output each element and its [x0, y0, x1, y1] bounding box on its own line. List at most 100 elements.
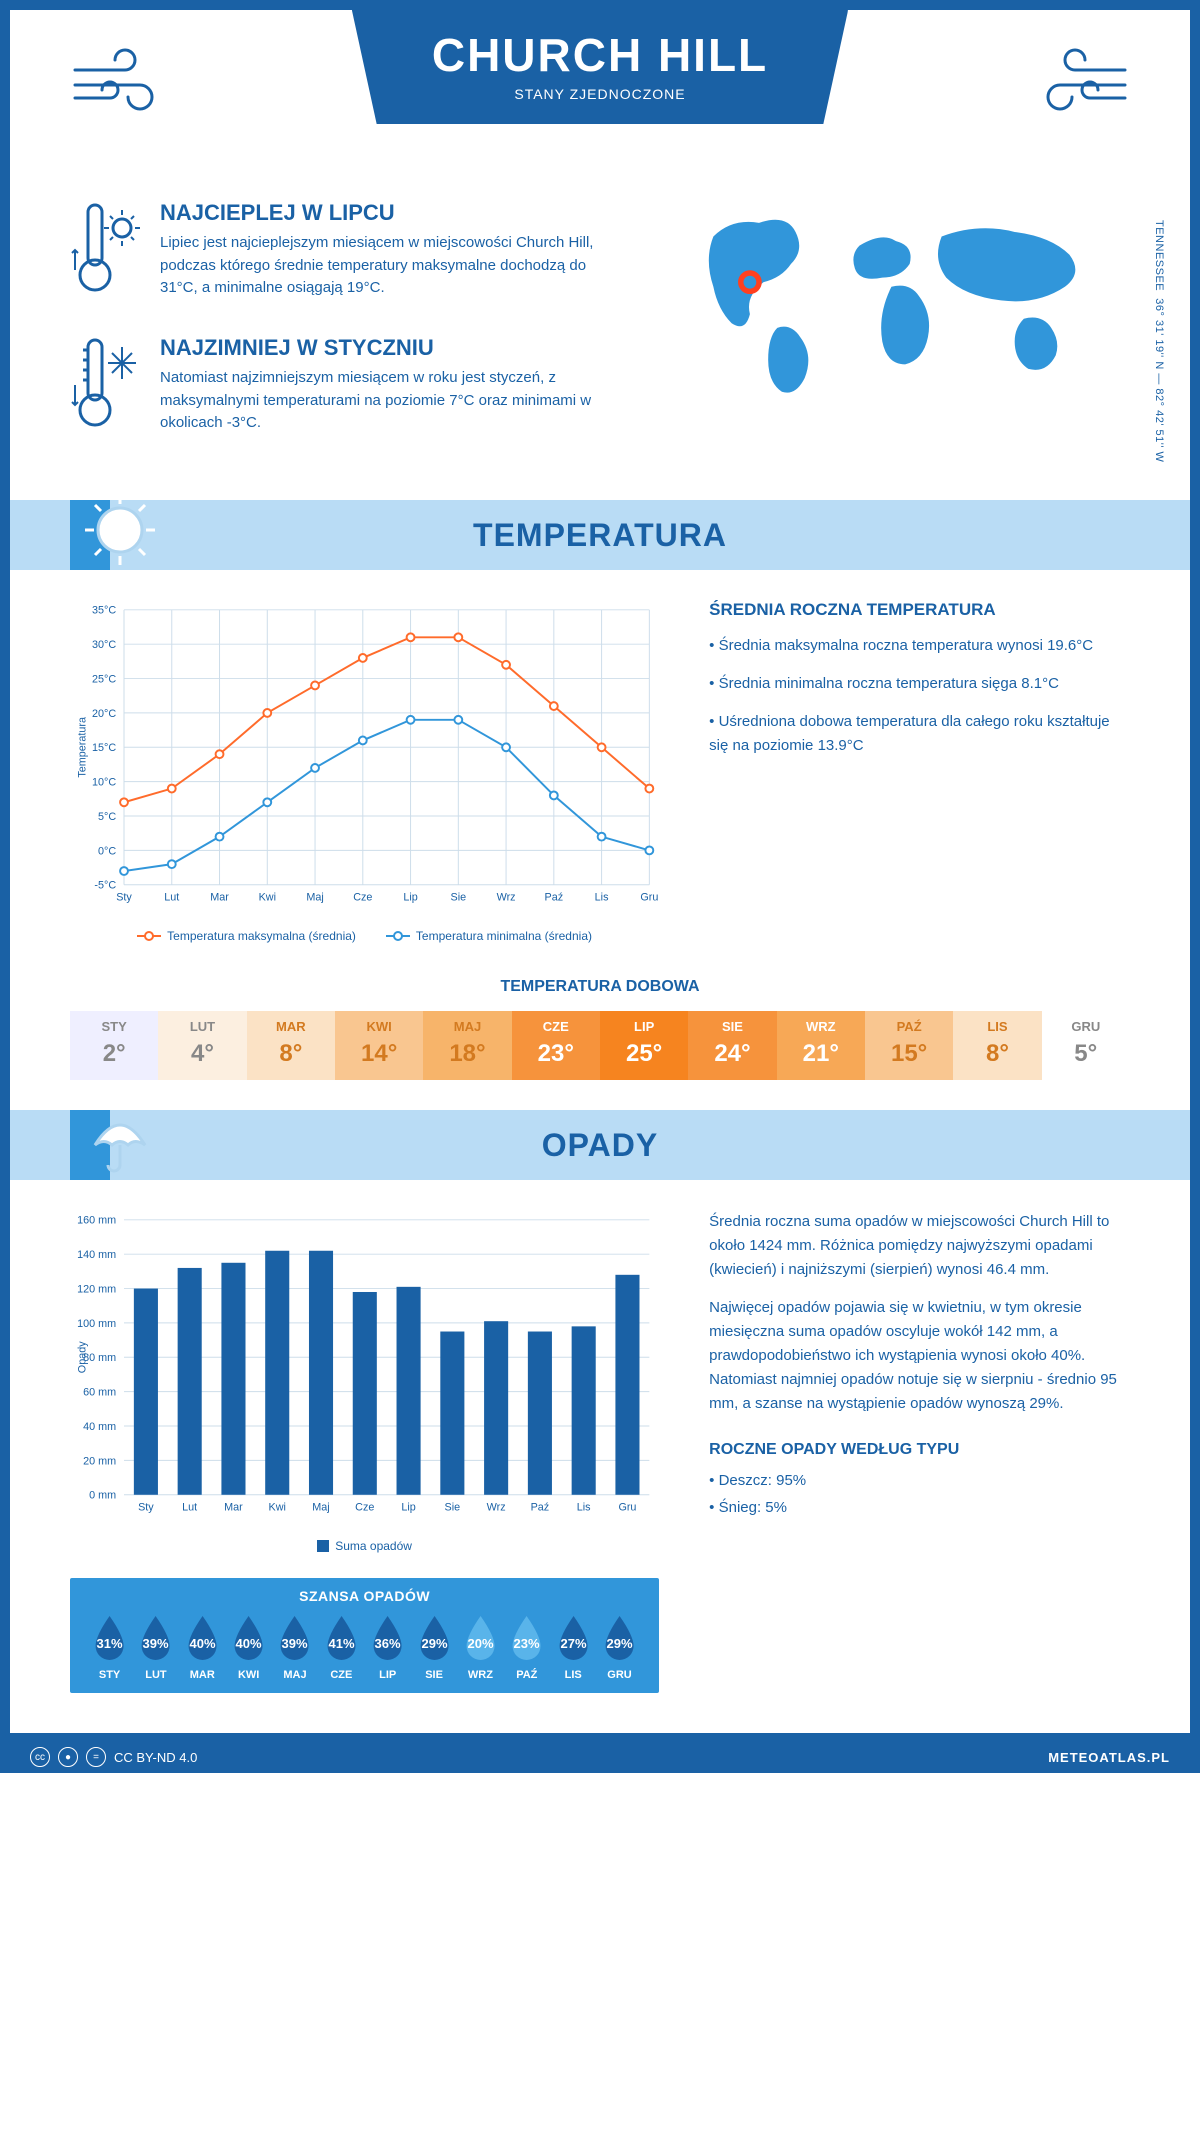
section-header-temp: TEMPERATURA [10, 500, 1190, 570]
svg-text:Maj: Maj [306, 891, 323, 903]
svg-text:Temperatura: Temperatura [77, 717, 89, 778]
wind-icon [1030, 40, 1130, 120]
svg-text:Lis: Lis [577, 1502, 591, 1514]
infographic: CHURCH HILL STANY ZJEDNOCZONE NAJCIE [0, 0, 1200, 1773]
svg-text:40%: 40% [236, 1636, 262, 1651]
daily-cell: LUT4° [158, 1011, 246, 1080]
coords-label: TENNESSEE 36° 31' 19'' N — 82° 42' 51'' … [1153, 220, 1165, 462]
svg-text:0°C: 0°C [98, 845, 116, 857]
svg-text:5°C: 5°C [98, 811, 116, 823]
svg-text:10°C: 10°C [92, 777, 116, 789]
svg-text:Sie: Sie [451, 891, 467, 903]
footer: cc ● = CC BY-ND 4.0 METEOATLAS.PL [10, 1747, 1190, 1767]
svg-text:Wrz: Wrz [487, 1502, 506, 1514]
svg-text:Lip: Lip [401, 1502, 415, 1514]
daily-cell: LIS8° [953, 1011, 1041, 1080]
country-subtitle: STANY ZJEDNOCZONE [432, 86, 768, 102]
thermometer-cold-icon [70, 335, 140, 440]
world-map-icon [644, 200, 1130, 410]
rain-chance-drop: 39%LUT [134, 1612, 177, 1681]
hot-month-block: NAJCIEPLEJ W LIPCU Lipiec jest najcieple… [70, 200, 604, 305]
daily-cell: CZE23° [512, 1011, 600, 1080]
rain-chance-drop: 39%MAJ [273, 1612, 316, 1681]
by-icon: ● [58, 1747, 78, 1767]
daily-cell: KWI14° [335, 1011, 423, 1080]
title-banner: CHURCH HILL STANY ZJEDNOCZONE [352, 10, 848, 124]
hot-title: NAJCIEPLEJ W LIPCU [160, 200, 604, 226]
precipitation-chart: 0 mm20 mm40 mm60 mm80 mm100 mm120 mm140 … [70, 1210, 659, 1693]
svg-text:Sty: Sty [138, 1502, 154, 1514]
site-name: METEOATLAS.PL [1048, 1750, 1170, 1765]
rain-chance-drop: 29%GRU [598, 1612, 641, 1681]
rain-chance-panel: SZANSA OPADÓW 31%STY39%LUT40%MAR40%KWI39… [70, 1578, 659, 1693]
svg-text:Mar: Mar [224, 1502, 243, 1514]
header: CHURCH HILL STANY ZJEDNOCZONE [70, 10, 1130, 190]
rain-type-item: • Śnieg: 5% [709, 1494, 1130, 1521]
rain-chance-drop: 20%WRZ [459, 1612, 502, 1681]
svg-text:27%: 27% [560, 1636, 586, 1651]
umbrella-icon [80, 1100, 160, 1180]
daily-cell: STY2° [70, 1011, 158, 1080]
rain-chance-drop: 27%LIS [552, 1612, 595, 1681]
svg-text:Mar: Mar [210, 891, 229, 903]
daily-cell: SIE24° [688, 1011, 776, 1080]
svg-text:Paź: Paź [545, 891, 564, 903]
rain-chance-drop: 31%STY [88, 1612, 131, 1681]
svg-text:Sty: Sty [116, 891, 132, 903]
svg-text:Sie: Sie [445, 1502, 461, 1514]
svg-text:25°C: 25°C [92, 673, 116, 685]
svg-text:Maj: Maj [312, 1502, 329, 1514]
svg-text:-5°C: -5°C [94, 880, 116, 892]
svg-text:23%: 23% [514, 1636, 540, 1651]
svg-text:Kwi: Kwi [259, 891, 276, 903]
rain-chance-drop: 36%LIP [366, 1612, 409, 1681]
svg-text:Gru: Gru [618, 1502, 636, 1514]
thermometer-hot-icon [70, 200, 140, 305]
daily-cell: PAŹ15° [865, 1011, 953, 1080]
svg-text:Cze: Cze [353, 891, 372, 903]
svg-text:Lut: Lut [182, 1502, 197, 1514]
svg-text:29%: 29% [421, 1636, 447, 1651]
svg-text:60 mm: 60 mm [83, 1387, 116, 1399]
daily-cell: GRU5° [1042, 1011, 1130, 1080]
svg-text:Lis: Lis [595, 891, 609, 903]
daily-cell: MAJ18° [423, 1011, 511, 1080]
daily-cell: LIP25° [600, 1011, 688, 1080]
section-header-rain: OPADY [10, 1110, 1190, 1180]
svg-text:15°C: 15°C [92, 742, 116, 754]
svg-text:160 mm: 160 mm [77, 1215, 116, 1227]
daily-temp-table: STY2°LUT4°MAR8°KWI14°MAJ18°CZE23°LIP25°S… [70, 1011, 1130, 1080]
svg-text:40 mm: 40 mm [83, 1421, 116, 1433]
sun-icon [80, 490, 160, 570]
svg-text:20%: 20% [467, 1636, 493, 1651]
svg-text:41%: 41% [328, 1636, 354, 1651]
svg-text:140 mm: 140 mm [77, 1249, 116, 1261]
svg-text:36%: 36% [375, 1636, 401, 1651]
svg-text:20°C: 20°C [92, 708, 116, 720]
svg-text:40%: 40% [189, 1636, 215, 1651]
svg-text:31%: 31% [97, 1636, 123, 1651]
chart-legend: Temperatura maksymalna (średnia) Tempera… [70, 929, 659, 943]
svg-text:39%: 39% [282, 1636, 308, 1651]
temp-summary: ŚREDNIA ROCZNA TEMPERATURA • Średnia mak… [709, 600, 1130, 943]
svg-text:Paź: Paź [531, 1502, 550, 1514]
intro-section: NAJCIEPLEJ W LIPCU Lipiec jest najcieple… [70, 200, 1130, 470]
rain-chance-drop: 41%CZE [320, 1612, 363, 1681]
svg-text:100 mm: 100 mm [77, 1318, 116, 1330]
rain-chance-drop: 29%SIE [413, 1612, 456, 1681]
svg-text:Opady: Opady [77, 1341, 89, 1373]
svg-text:Kwi: Kwi [269, 1502, 286, 1514]
temperature-chart: -5°C0°C5°C10°C15°C20°C25°C30°C35°CStyLut… [70, 600, 659, 943]
svg-text:Lip: Lip [403, 891, 417, 903]
map-area: TENNESSEE 36° 31' 19'' N — 82° 42' 51'' … [644, 200, 1130, 470]
daily-temp-title: TEMPERATURA DOBOWA [70, 978, 1130, 996]
daily-cell: MAR8° [247, 1011, 335, 1080]
svg-text:Cze: Cze [355, 1502, 374, 1514]
svg-text:35°C: 35°C [92, 605, 116, 617]
svg-text:120 mm: 120 mm [77, 1284, 116, 1296]
rain-summary: Średnia roczna suma opadów w miejscowośc… [709, 1210, 1130, 1693]
svg-text:29%: 29% [607, 1636, 633, 1651]
cc-icon: cc [30, 1747, 50, 1767]
rain-chance-drop: 40%MAR [181, 1612, 224, 1681]
cold-body: Natomiast najzimniejszym miesiącem w rok… [160, 367, 604, 435]
